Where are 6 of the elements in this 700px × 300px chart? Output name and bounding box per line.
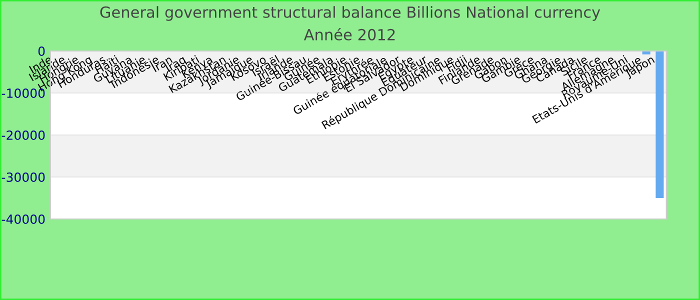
y-tick-label: 0 bbox=[38, 46, 45, 56]
y-tick-label: -40000 bbox=[2, 214, 45, 224]
chart-subtitle: Année 2012 bbox=[304, 28, 395, 40]
chart-title: General government structural balance Billions National currency bbox=[100, 6, 600, 21]
y-tick-label: -30000 bbox=[2, 172, 45, 182]
y-tick-label: -20000 bbox=[2, 130, 45, 140]
